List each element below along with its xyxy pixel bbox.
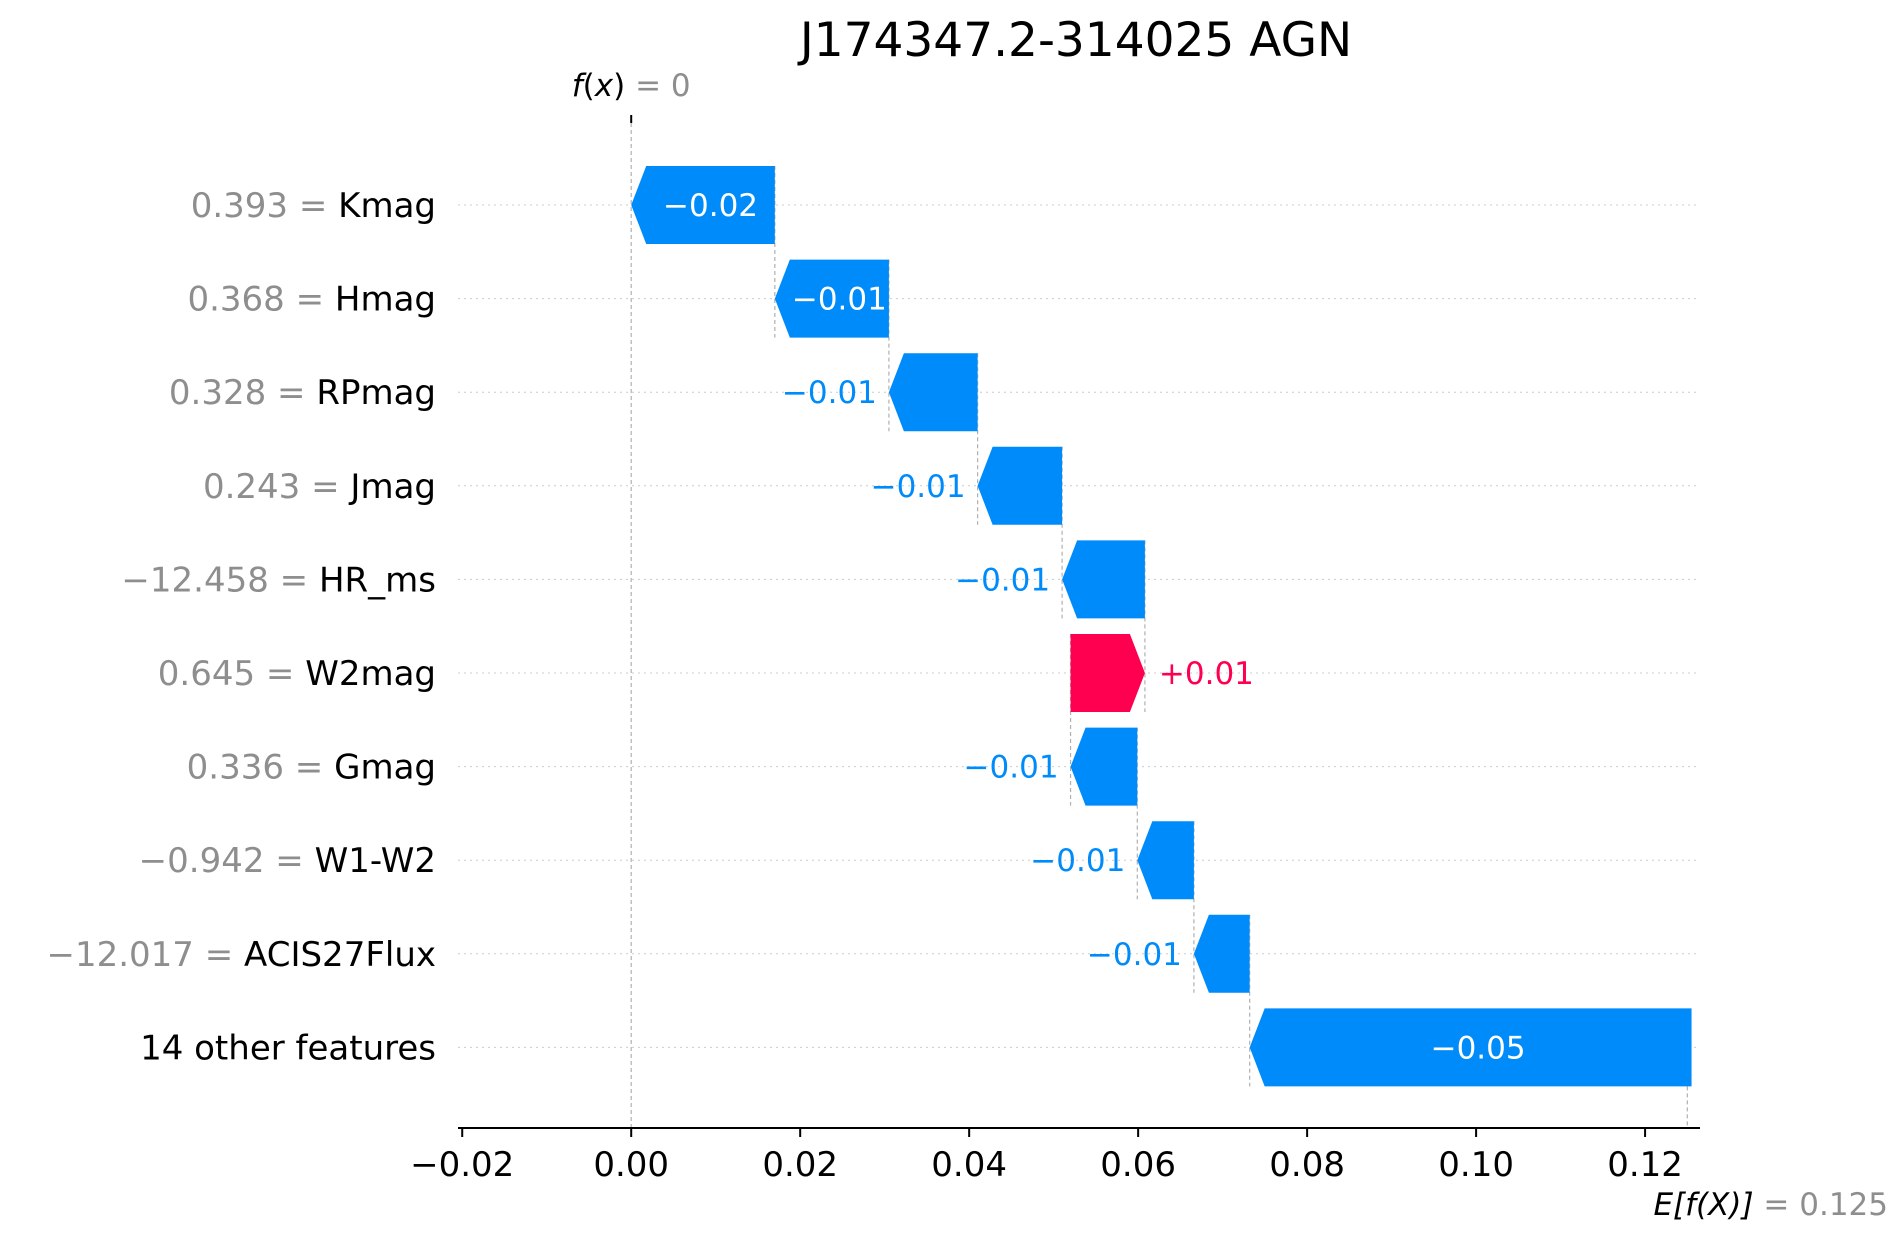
feature-value: 0.645 (158, 654, 255, 694)
feature-label: 0.243 = Jmag (203, 467, 436, 507)
bar-14-other-features (1249, 1008, 1692, 1087)
row-gridlines (458, 204, 1700, 1048)
x-tick-label: −0.02 (410, 1145, 514, 1185)
bar-rpmag (888, 353, 978, 432)
bar-value-label: −0.01 (1087, 937, 1182, 973)
feature-value: −12.017 (46, 935, 193, 975)
bar-w1-w2 (1137, 821, 1194, 900)
bar-hmag (774, 259, 889, 338)
x-axis: −0.02 0.00 0.02 0.04 0.06 0.08 0.10 0.12 (410, 1127, 1700, 1185)
bar-hr-ms (1062, 540, 1145, 619)
annotations: f(x) = 0 E[f(X)] = 0.125 (572, 68, 1888, 1223)
bar-acis27flux (1193, 914, 1250, 993)
bar-value-label: +0.01 (1159, 656, 1254, 692)
bar-value-label: −0.01 (955, 562, 1050, 598)
bar-value-label: −0.01 (792, 282, 887, 318)
feature-label: 0.393 = Kmag (191, 186, 436, 226)
feature-value: 0.243 (203, 467, 300, 507)
chart-title: J174347.2-314025 AGN (797, 13, 1352, 68)
feature-label: −12.017 = ACIS27Flux (46, 935, 436, 975)
feature-label: 0.368 = Hmag (187, 280, 436, 320)
feature-name: HR_ms (319, 560, 436, 600)
feature-label: 14 other features (140, 1028, 436, 1068)
x-tick-label: 0.08 (1269, 1145, 1345, 1185)
x-tick-label: 0.12 (1607, 1145, 1683, 1185)
feature-value: −12.458 (121, 560, 268, 600)
fx-annotation: f(x) = 0 (572, 68, 691, 104)
feature-label: −0.942 = W1-W2 (139, 841, 436, 881)
feature-name: Hmag (335, 280, 436, 320)
bar-gmag (1070, 727, 1138, 806)
bar-value-label: −0.01 (782, 375, 877, 411)
feature-value: −0.942 (139, 841, 265, 881)
base-value-annotation: E[f(X)] = 0.125 (1653, 1187, 1888, 1223)
feature-label: 0.328 = RPmag (169, 373, 436, 413)
x-tick-label: 0.10 (1438, 1145, 1514, 1185)
bar-value-label: −0.01 (871, 469, 966, 505)
feature-name: Jmag (348, 467, 436, 507)
feature-name: W1-W2 (315, 841, 436, 881)
bar-value-label: −0.01 (964, 750, 1059, 786)
x-tick-label: 0.02 (762, 1145, 838, 1185)
reference-lines (630, 115, 1688, 1128)
feature-name: Kmag (338, 186, 436, 226)
bar-value-label: −0.02 (663, 188, 758, 224)
x-tick-label: 0.00 (593, 1145, 669, 1185)
bar-value-label: −0.01 (1030, 843, 1125, 879)
bar-jmag (977, 446, 1063, 525)
x-tick-label: 0.06 (1100, 1145, 1176, 1185)
feature-name: RPmag (316, 373, 436, 413)
bars: −0.02 −0.01 −0.01 −0.01 −0.01 +0.01 −0.01 −0.01… (631, 166, 1692, 1087)
feature-value: 0.336 (187, 748, 284, 788)
bar-w2mag (1070, 634, 1145, 712)
bar-value-label: −0.05 (1431, 1030, 1526, 1066)
feature-labels: 0.393 = Kmag 0.368 = Hmag 0.328 = RPmag 0.2… (46, 186, 436, 1068)
feature-name: W2mag (305, 654, 436, 694)
feature-value: 0.328 (169, 373, 266, 413)
feature-value: 0.393 (191, 186, 288, 226)
x-tick-label: 0.04 (931, 1145, 1007, 1185)
feature-label: 0.336 = Gmag (187, 748, 436, 788)
bar-kmag (631, 166, 775, 244)
feature-name: ACIS27Flux (244, 935, 436, 975)
feature-name: 14 other features (140, 1028, 436, 1068)
feature-value: 0.368 (187, 280, 284, 320)
feature-name: Gmag (334, 748, 436, 788)
feature-label: 0.645 = W2mag (158, 654, 436, 694)
feature-label: −12.458 = HR_ms (121, 560, 436, 600)
